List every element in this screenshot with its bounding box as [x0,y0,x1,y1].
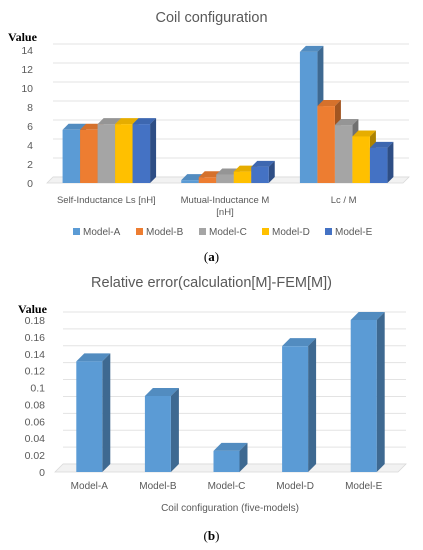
y-tick-label: 14 [21,45,33,57]
x-tick-label: Model-B [139,481,177,492]
y-tick-label: 0.1 [30,383,45,395]
legend-item: Model-B [136,227,184,238]
legend-swatch [262,228,269,235]
bar-model-d [282,338,317,472]
legend-item: Model-E [325,227,373,238]
x-tick-label: Model-E [345,481,383,492]
x-tick-label: Mutual-Inductance M [181,195,270,206]
legend-item: Model-C [199,227,247,238]
bar-model-e-2 [369,141,394,183]
y-tick-label: 0.06 [25,416,46,428]
bar-model-c [213,442,248,472]
y-tick-label: 0.04 [25,433,46,445]
x-tick-label: Self-Inductance Ls [nH] [57,195,156,206]
figure-b: Relative error(calculation[M]-FEM[M]) Va… [0,272,423,550]
legend-label: Model-C [209,227,247,238]
y-tick-label: 4 [27,140,33,152]
y-tick-label: 2 [27,159,33,171]
x-tick-label: Model-D [276,481,314,492]
y-tick-label: 10 [21,83,33,95]
chart-b-x-axis-label: Coil configuration (five-models) [161,503,299,514]
chart-b-title: Relative error(calculation[M]-FEM[M]) [91,275,332,291]
legend-label: Model-B [146,227,184,238]
y-tick-label: 0.16 [25,332,46,344]
x-tick-label: [nH] [216,207,233,218]
y-tick-label: 0 [27,178,33,190]
legend-item: Model-D [262,227,310,238]
legend-label: Model-E [335,227,373,238]
caption-a: (a) [203,249,220,264]
chart-b-y-axis-label: Value [18,302,47,316]
y-tick-label: 0.02 [25,450,46,462]
legend-label: Model-A [83,227,121,238]
legend-swatch [325,228,332,235]
bar-model-e [350,312,385,472]
chart-a-plot: 0 2 4 6 8 10 12 14 Self-Inductance Ls [nH] Mutual… [21,43,410,238]
chart-a-y-axis-label: Value [8,30,37,44]
bar-model-a [76,353,111,472]
y-tick-label: 0 [39,467,45,479]
y-tick-label: 0.14 [25,349,46,361]
legend-swatch [199,228,206,235]
y-tick-label: 8 [27,102,33,114]
y-tick-label: 0.08 [25,399,46,411]
y-tick-label: 0.18 [25,315,46,327]
x-tick-label: Model-C [208,481,246,492]
y-tick-label: 6 [27,121,33,133]
chart-b-plot: 0 0.02 0.04 0.06 0.08 0.1 0.12 0.14 0.16 0.18 Mode… [25,311,407,514]
legend-swatch [73,228,80,235]
chart-a-title: Coil configuration [155,10,268,26]
y-tick-label: 12 [21,64,33,76]
legend-item: Model-A [73,227,121,238]
bar-model-b [144,388,179,472]
legend-label: Model-D [272,227,310,238]
x-tick-label: Lc / M [331,195,357,206]
x-tick-label: Model-A [71,481,109,492]
bar-model-e-1 [251,160,275,183]
bar-model-e-0 [132,118,157,183]
y-tick-label: 0.12 [25,366,46,378]
legend-swatch [136,228,143,235]
caption-b: (b) [203,528,220,543]
figure-a: Coil configuration Value 0 2 4 6 8 10 12 14 Self… [0,0,423,268]
